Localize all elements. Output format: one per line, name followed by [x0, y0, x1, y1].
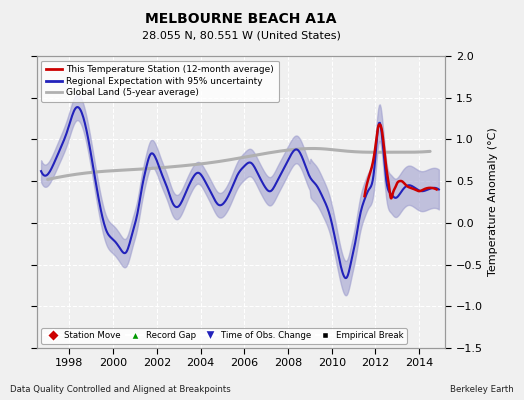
- Legend: Station Move, Record Gap, Time of Obs. Change, Empirical Break: Station Move, Record Gap, Time of Obs. C…: [41, 328, 407, 344]
- Text: MELBOURNE BEACH A1A: MELBOURNE BEACH A1A: [145, 12, 337, 26]
- Text: 28.055 N, 80.551 W (United States): 28.055 N, 80.551 W (United States): [141, 30, 341, 40]
- Text: Data Quality Controlled and Aligned at Breakpoints: Data Quality Controlled and Aligned at B…: [10, 385, 231, 394]
- Text: Berkeley Earth: Berkeley Earth: [450, 385, 514, 394]
- Y-axis label: Temperature Anomaly (°C): Temperature Anomaly (°C): [488, 128, 498, 276]
